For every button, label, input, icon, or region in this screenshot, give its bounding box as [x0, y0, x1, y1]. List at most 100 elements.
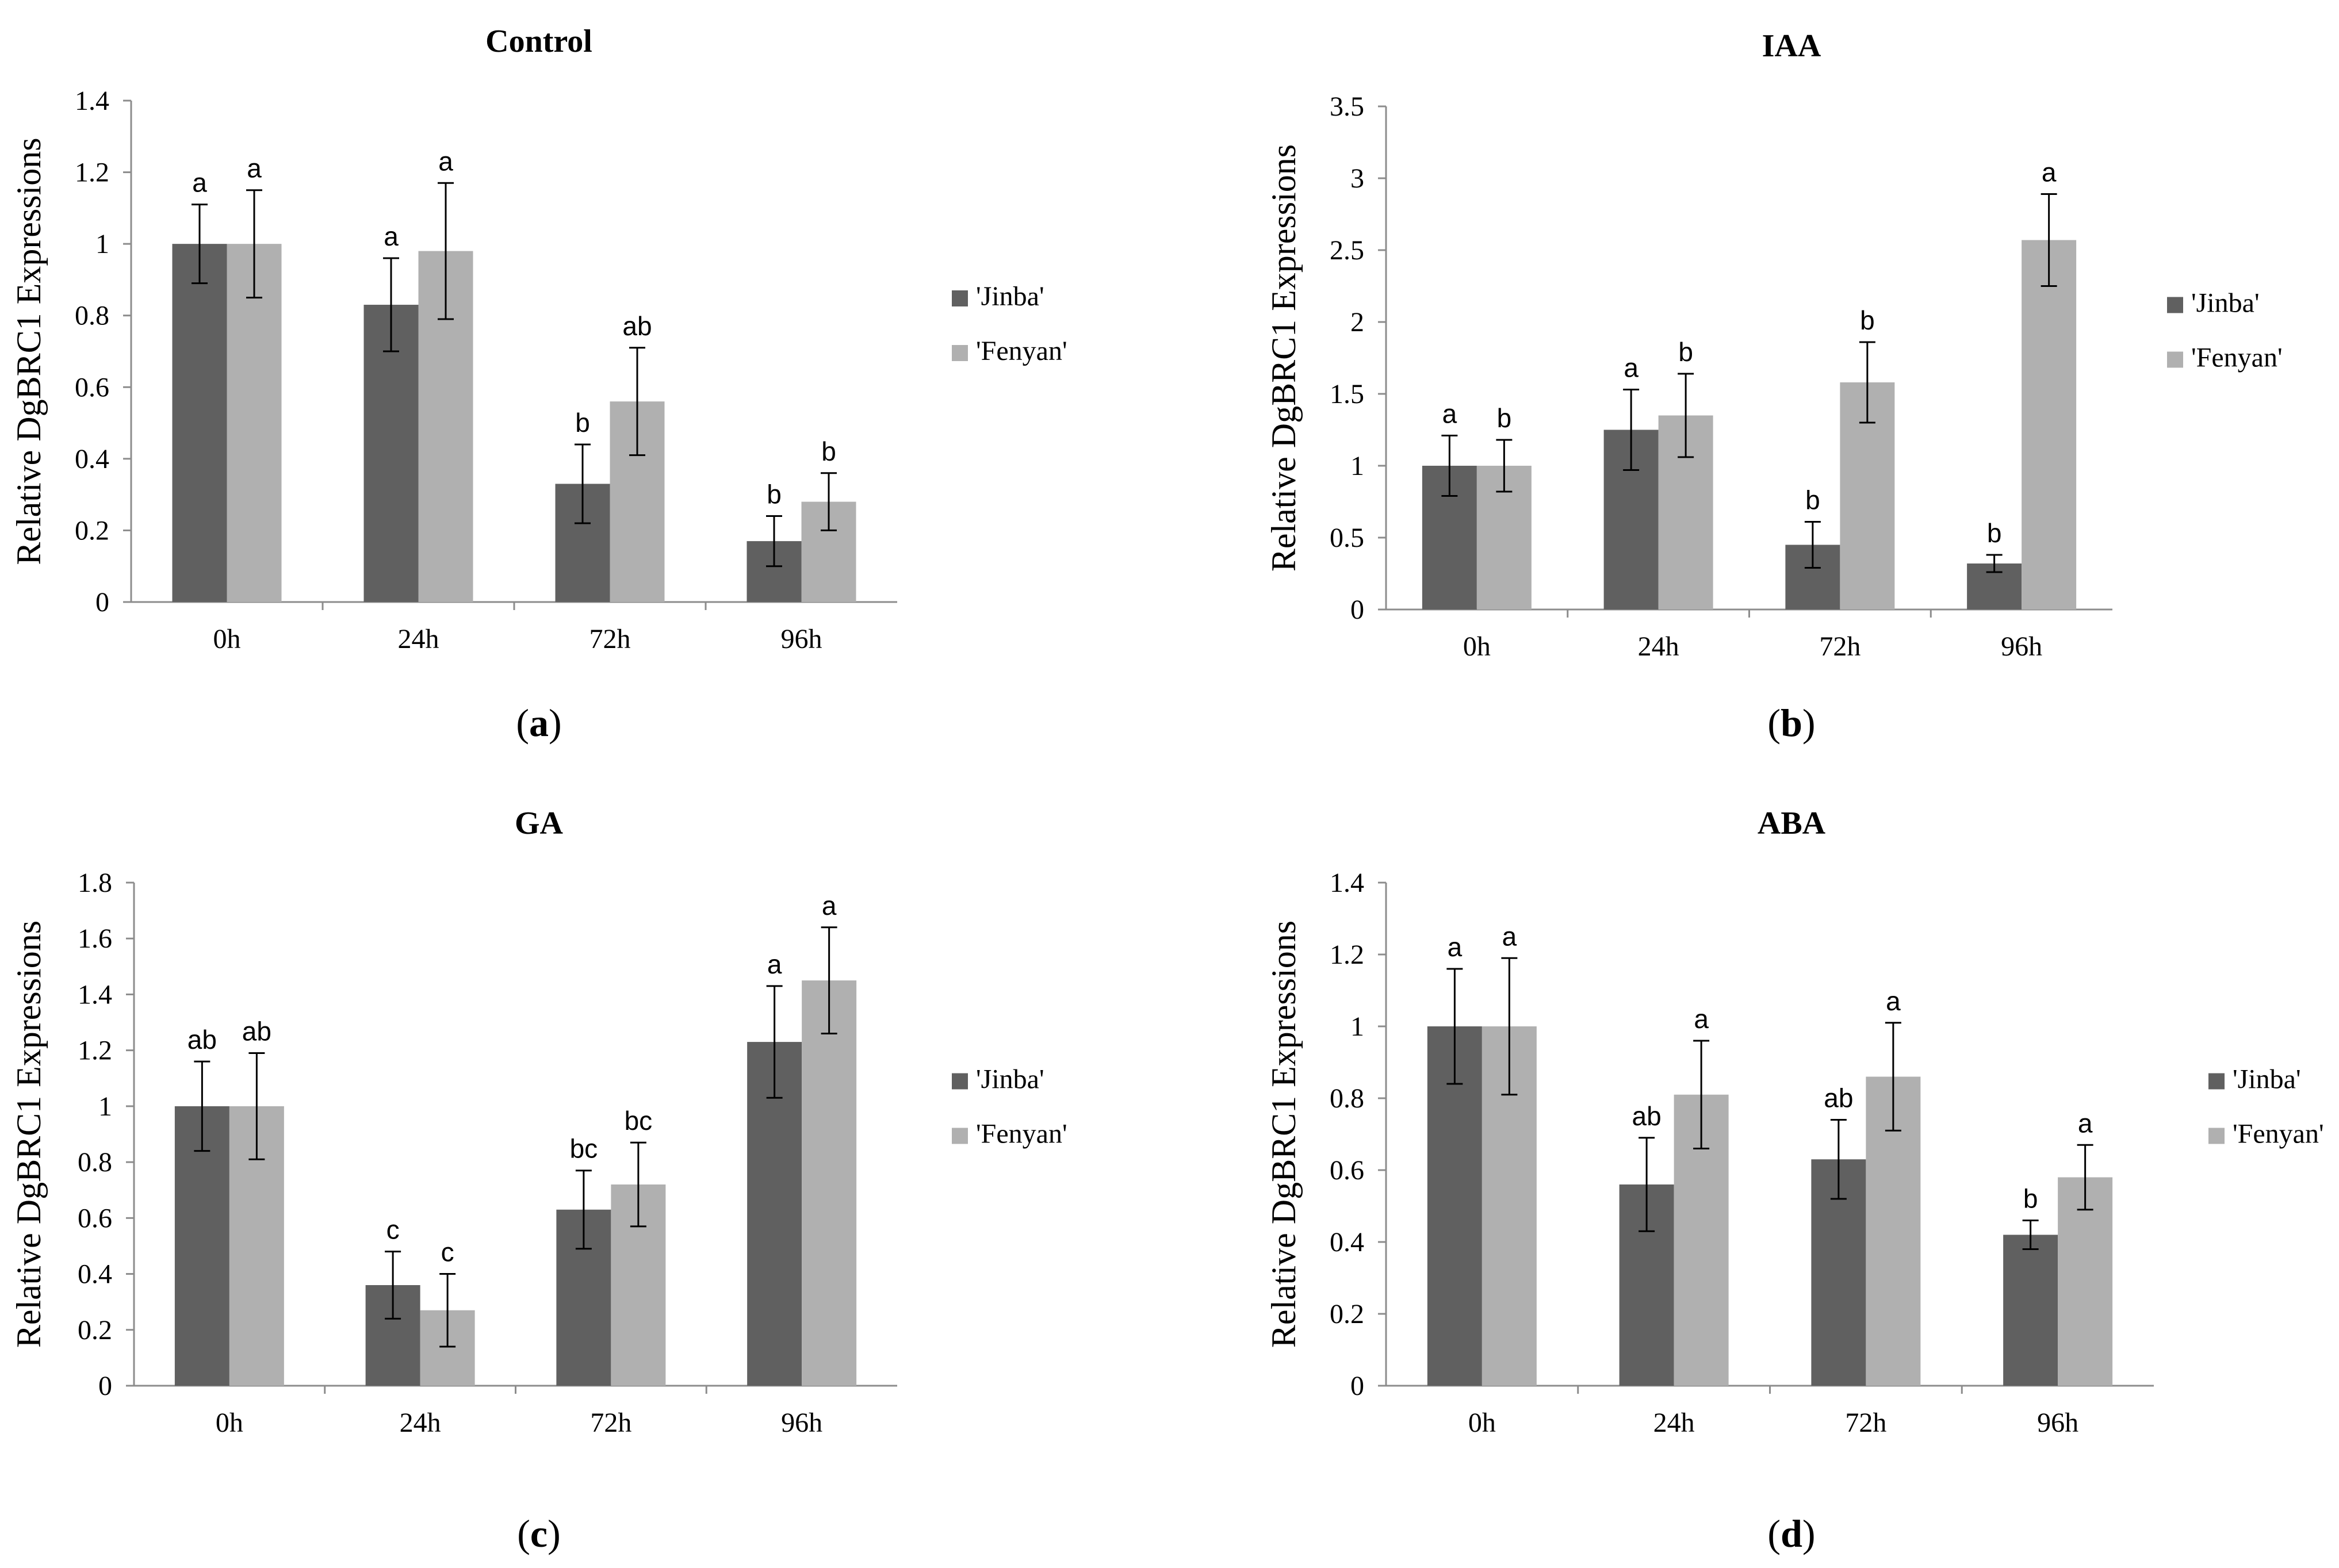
significance-label: bc	[625, 1106, 653, 1136]
significance-label: bc	[570, 1134, 598, 1164]
legend-label: 'Jinba'	[2191, 288, 2260, 319]
panel-label-paren: (	[1767, 1512, 1781, 1555]
y-tick-label: 1.5	[1330, 379, 1364, 409]
x-tick-label: 24h	[1638, 631, 1679, 662]
y-tick-label: 2	[1350, 307, 1364, 338]
y-axis-label: Relative DgBRC1 Expressions	[1265, 144, 1303, 572]
legend-label: 'Jinba'	[2233, 1064, 2301, 1095]
legend-swatch	[952, 290, 968, 306]
y-tick-label: 0.6	[75, 372, 109, 402]
significance-label: a	[384, 221, 399, 251]
y-tick-label: 1.8	[78, 868, 112, 898]
y-axis-label: Relative DgBRC1 Expressions	[10, 137, 48, 565]
significance-label: a	[1694, 1004, 1709, 1034]
significance-label: b	[1678, 337, 1693, 367]
significance-label: b	[2023, 1184, 2038, 1214]
legend-swatch	[2167, 351, 2183, 368]
y-tick-label: 1.4	[1330, 868, 1364, 898]
bar-fenyan	[802, 980, 857, 1386]
panel-label-letter: a	[529, 701, 549, 745]
significance-label: b	[1987, 518, 2002, 548]
significance-label: a	[1502, 921, 1517, 951]
panel-label-paren: )	[548, 1512, 561, 1555]
significance-label: ab	[187, 1025, 217, 1055]
legend-label: 'Fenyan'	[2233, 1119, 2324, 1149]
y-tick-label: 0.8	[75, 301, 109, 331]
y-tick-label: 2.5	[1330, 235, 1364, 266]
bar-fenyan	[227, 244, 282, 603]
y-tick-label: 0.2	[1330, 1299, 1364, 1329]
x-tick-label: 72h	[1845, 1408, 1886, 1438]
significance-label: b	[1805, 485, 1820, 515]
panel-d: ABA Relative DgBRC1 Expressions 0 0.2 0.4 0.6…	[1265, 806, 2324, 1555]
bar-fenyan	[2058, 1177, 2113, 1386]
chart-title: IAA	[1762, 28, 1821, 64]
x-tick-label: 96h	[781, 624, 822, 654]
panel-label: (a)	[516, 701, 561, 745]
bar-jinba	[174, 1106, 229, 1386]
panel-c: GA Relative DgBRC1 Expressions 0 0.2 0.4 0.6 0…	[10, 806, 1067, 1555]
y-tick-label: 0.4	[75, 444, 109, 474]
x-tick-label: 96h	[781, 1408, 822, 1438]
y-tick-label: 0.6	[1330, 1155, 1364, 1186]
panel-label-letter: c	[530, 1512, 548, 1555]
y-tick-label: 3.5	[1330, 91, 1364, 122]
chart-title: GA	[515, 806, 564, 841]
significance-label: c	[441, 1237, 454, 1267]
x-tick-label: 0h	[1463, 631, 1491, 662]
significance-label: ab	[242, 1017, 271, 1046]
significance-label: ab	[622, 311, 652, 341]
y-axis-label: Relative DgBRC1 Expressions	[10, 921, 48, 1348]
y-tick-label: 1	[95, 229, 109, 259]
x-tick-label: 24h	[1653, 1408, 1695, 1438]
y-tick-label: 1	[1350, 1011, 1364, 1042]
significance-label: a	[1624, 353, 1639, 383]
x-tick-label: 0h	[216, 1408, 243, 1438]
x-tick-label: 24h	[400, 1408, 441, 1438]
y-tick-label: 0.4	[1330, 1227, 1364, 1258]
x-tick-label: 24h	[398, 624, 439, 654]
bar-jinba	[1427, 1026, 1482, 1386]
significance-label: a	[822, 891, 837, 921]
significance-label: ab	[1632, 1101, 1662, 1131]
panel-a: Control Relative DgBRC1 Expressions 0 0.2 0.…	[10, 24, 1067, 745]
y-tick-label: 1.6	[78, 923, 112, 954]
panel-label: (b)	[1767, 701, 1815, 745]
y-tick-label: 0	[1350, 1371, 1364, 1401]
bar-jinba	[2003, 1235, 2058, 1386]
y-tick-label: 0.5	[1330, 523, 1364, 553]
significance-label: b	[1860, 305, 1875, 335]
chart-title: ABA	[1758, 806, 1826, 841]
significance-label: a	[2078, 1108, 2093, 1138]
y-tick-label: 1	[98, 1091, 112, 1122]
legend-label: 'Fenyan'	[2191, 343, 2283, 373]
significance-label: b	[575, 408, 590, 438]
significance-label: a	[767, 949, 782, 979]
significance-label: a	[1442, 399, 1457, 429]
significance-label: a	[438, 146, 453, 176]
panel-label-paren: (	[516, 701, 529, 745]
y-tick-label: 1	[1350, 451, 1364, 481]
x-tick-label: 96h	[2037, 1408, 2078, 1438]
legend-swatch	[2208, 1073, 2225, 1090]
legend-swatch	[952, 1128, 968, 1144]
bar-jinba	[363, 305, 419, 602]
significance-label: a	[1448, 932, 1463, 962]
y-tick-label: 1.4	[78, 979, 112, 1010]
x-tick-label: 72h	[590, 1408, 631, 1438]
x-tick-label: 72h	[1819, 631, 1861, 662]
legend-swatch	[2208, 1128, 2225, 1144]
legend-label: 'Jinba'	[976, 1064, 1044, 1095]
y-tick-label: 0.6	[78, 1203, 112, 1233]
bar-jinba	[747, 1042, 802, 1386]
panel-label: (c)	[517, 1512, 561, 1555]
y-tick-label: 1.2	[78, 1036, 112, 1066]
panel-label-paren: )	[1802, 701, 1816, 745]
y-tick-label: 1.2	[75, 158, 109, 188]
y-tick-label: 0	[1350, 595, 1364, 625]
y-tick-label: 0.8	[78, 1147, 112, 1178]
panel-label-paren: )	[549, 701, 562, 745]
significance-label: b	[821, 436, 836, 466]
y-tick-label: 3	[1350, 163, 1364, 194]
